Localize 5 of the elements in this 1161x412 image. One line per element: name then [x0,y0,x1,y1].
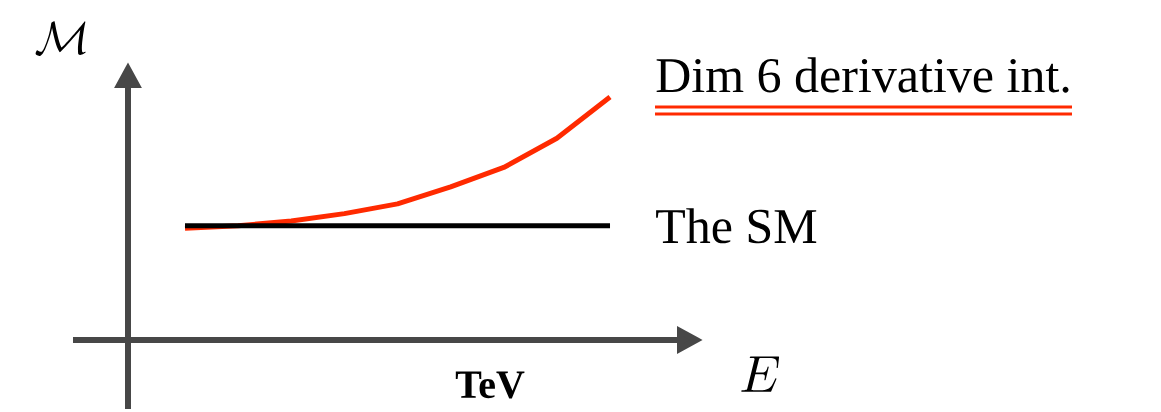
x-axis-title: TeV [455,371,525,399]
text: $\mathcal{M}$ [35,21,86,57]
text: $E$ [741,356,780,392]
series-label: The SM [656,208,817,244]
series-label: Dim 6 derivative int. [656,57,1069,93]
